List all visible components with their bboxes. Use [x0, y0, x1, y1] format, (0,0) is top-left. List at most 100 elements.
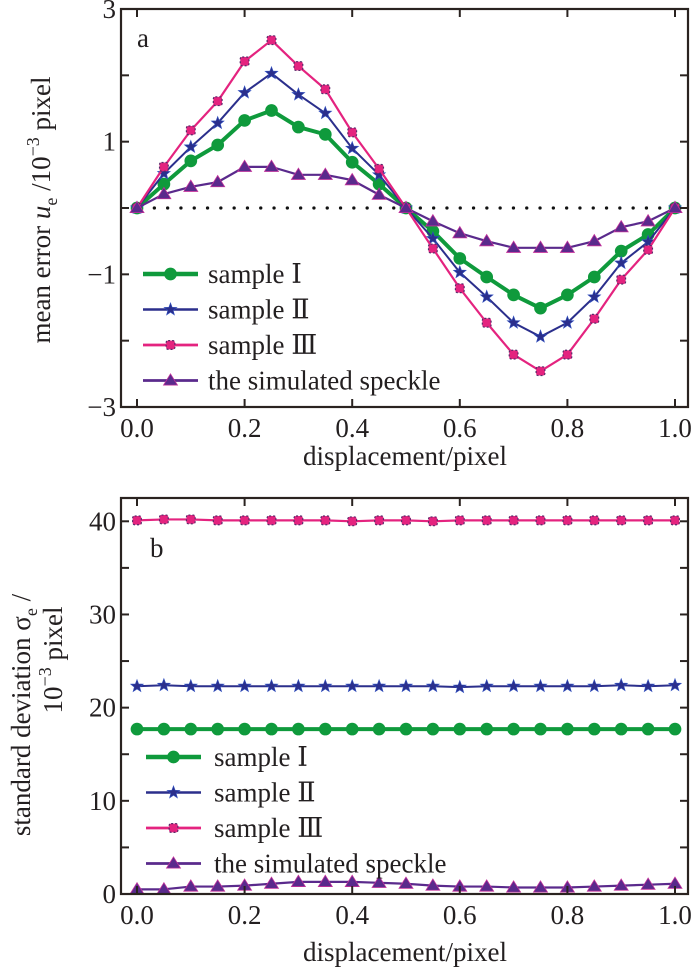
data-point-triangle: [479, 879, 495, 892]
x-tick-label: 0.0: [120, 900, 154, 930]
legend-marker-triangle: [162, 373, 179, 386]
data-point-circle: [641, 722, 655, 736]
legend-marker-star: [166, 784, 181, 799]
data-point-circle: [668, 722, 682, 736]
data-point-circle: [561, 722, 574, 736]
data-point-square: [589, 515, 600, 526]
data-point-circle: [507, 288, 520, 302]
data-point-star: [237, 678, 252, 693]
legend-marker-circle: [164, 267, 177, 281]
data-point-star: [452, 264, 467, 279]
data-point-star: [291, 87, 306, 101]
legend-label: sample Ⅲ: [208, 330, 317, 360]
data-point-star: [210, 115, 225, 130]
data-point-circle: [345, 722, 359, 736]
data-point-triangle: [452, 225, 468, 239]
data-point-star: [156, 677, 172, 692]
data-point-star: [560, 315, 575, 329]
legend-item: sample Ⅱ: [146, 778, 316, 808]
data-point-star: [398, 678, 414, 693]
y-title-symbol: σ: [6, 616, 36, 631]
data-point-circle: [345, 155, 359, 169]
data-point-triangle: [398, 876, 414, 889]
data-point-triangle: [398, 200, 414, 214]
data-point-square: [293, 515, 304, 526]
data-point-triangle: [290, 167, 307, 180]
legend-marker-square: [165, 340, 176, 350]
y-tick-label: 3: [103, 0, 117, 24]
legend-label: sample Ⅰ: [214, 742, 308, 772]
y-tick-label: −3: [87, 392, 116, 422]
data-point-triangle: [479, 233, 495, 247]
data-point-star: [371, 678, 387, 693]
x-tick-label: 0.8: [551, 900, 585, 930]
data-point-star: [614, 255, 629, 270]
data-point-star: [183, 139, 198, 154]
x-tick-label: 0.6: [443, 900, 477, 930]
data-point-square: [239, 56, 250, 67]
data-point-star: [156, 166, 172, 180]
data-point-triangle: [586, 233, 602, 247]
data-point-circle: [614, 722, 628, 736]
panel-b-ticks-layer: 0.0 0.2 0.4 0.6 0.8 1.0 40 30 20 10 0: [89, 498, 692, 930]
series-triangle: [129, 159, 683, 253]
data-point-star: [210, 678, 225, 693]
y-title-symbol: u: [26, 206, 56, 220]
data-point-square: [266, 35, 277, 46]
data-point-circle: [426, 722, 440, 736]
data-point-circle: [265, 104, 278, 117]
data-point-triangle: [183, 179, 199, 192]
data-point-circle: [480, 722, 494, 736]
data-point-square: [616, 515, 627, 526]
data-point-circle: [561, 288, 574, 302]
data-point-star: [479, 289, 494, 303]
data-point-triangle: [290, 874, 307, 887]
legend-item: the simulated speckle: [143, 366, 440, 396]
data-point-square: [239, 515, 250, 526]
data-point-circle: [507, 722, 520, 736]
legend-marker-star: [163, 301, 178, 316]
legend-label: the simulated speckle: [214, 849, 446, 879]
data-point-star: [237, 85, 252, 99]
data-point-star: [371, 167, 387, 181]
data-point-square: [212, 515, 223, 526]
data-point-circle: [238, 114, 251, 127]
data-point-star: [667, 677, 683, 692]
data-point-circle: [534, 722, 547, 736]
data-point-circle: [265, 722, 278, 736]
data-point-triangle: [371, 187, 387, 200]
data-point-star: [587, 289, 602, 303]
data-point-star: [640, 234, 656, 248]
data-point-circle: [453, 722, 467, 736]
data-point-triangle: [640, 213, 656, 227]
data-point-triangle: [532, 880, 549, 893]
panel-a-y-axis-title: mean error ue /10−3 pixel: [23, 76, 61, 343]
data-point-square: [374, 163, 385, 174]
panel-b-series-layer: [129, 514, 683, 895]
y-title-subscript: e: [21, 608, 41, 616]
panel-b-label: b: [150, 533, 164, 563]
data-point-square: [508, 349, 519, 360]
data-point-square: [454, 515, 465, 526]
y-tick-label: −1: [87, 259, 116, 289]
data-point-star: [318, 678, 333, 693]
data-point-triangle: [613, 878, 629, 891]
data-point-circle: [587, 722, 601, 736]
data-point-square: [562, 349, 573, 360]
data-point-square: [535, 366, 546, 377]
legend-item: sample Ⅲ: [143, 330, 317, 360]
legend-marker-circle: [167, 750, 180, 764]
y-title-unit-prefix: /10: [26, 156, 56, 197]
data-point-triangle: [183, 879, 199, 892]
data-point-square: [158, 161, 169, 172]
series-square: [132, 514, 680, 527]
data-point-circle: [614, 244, 628, 258]
data-point-square: [185, 514, 196, 525]
data-point-circle: [130, 722, 144, 736]
y-tick-label: 30: [89, 599, 116, 629]
legend-label: sample Ⅰ: [208, 259, 302, 289]
data-point-square: [185, 125, 196, 136]
data-point-star: [479, 678, 494, 693]
data-point-square: [293, 61, 304, 72]
